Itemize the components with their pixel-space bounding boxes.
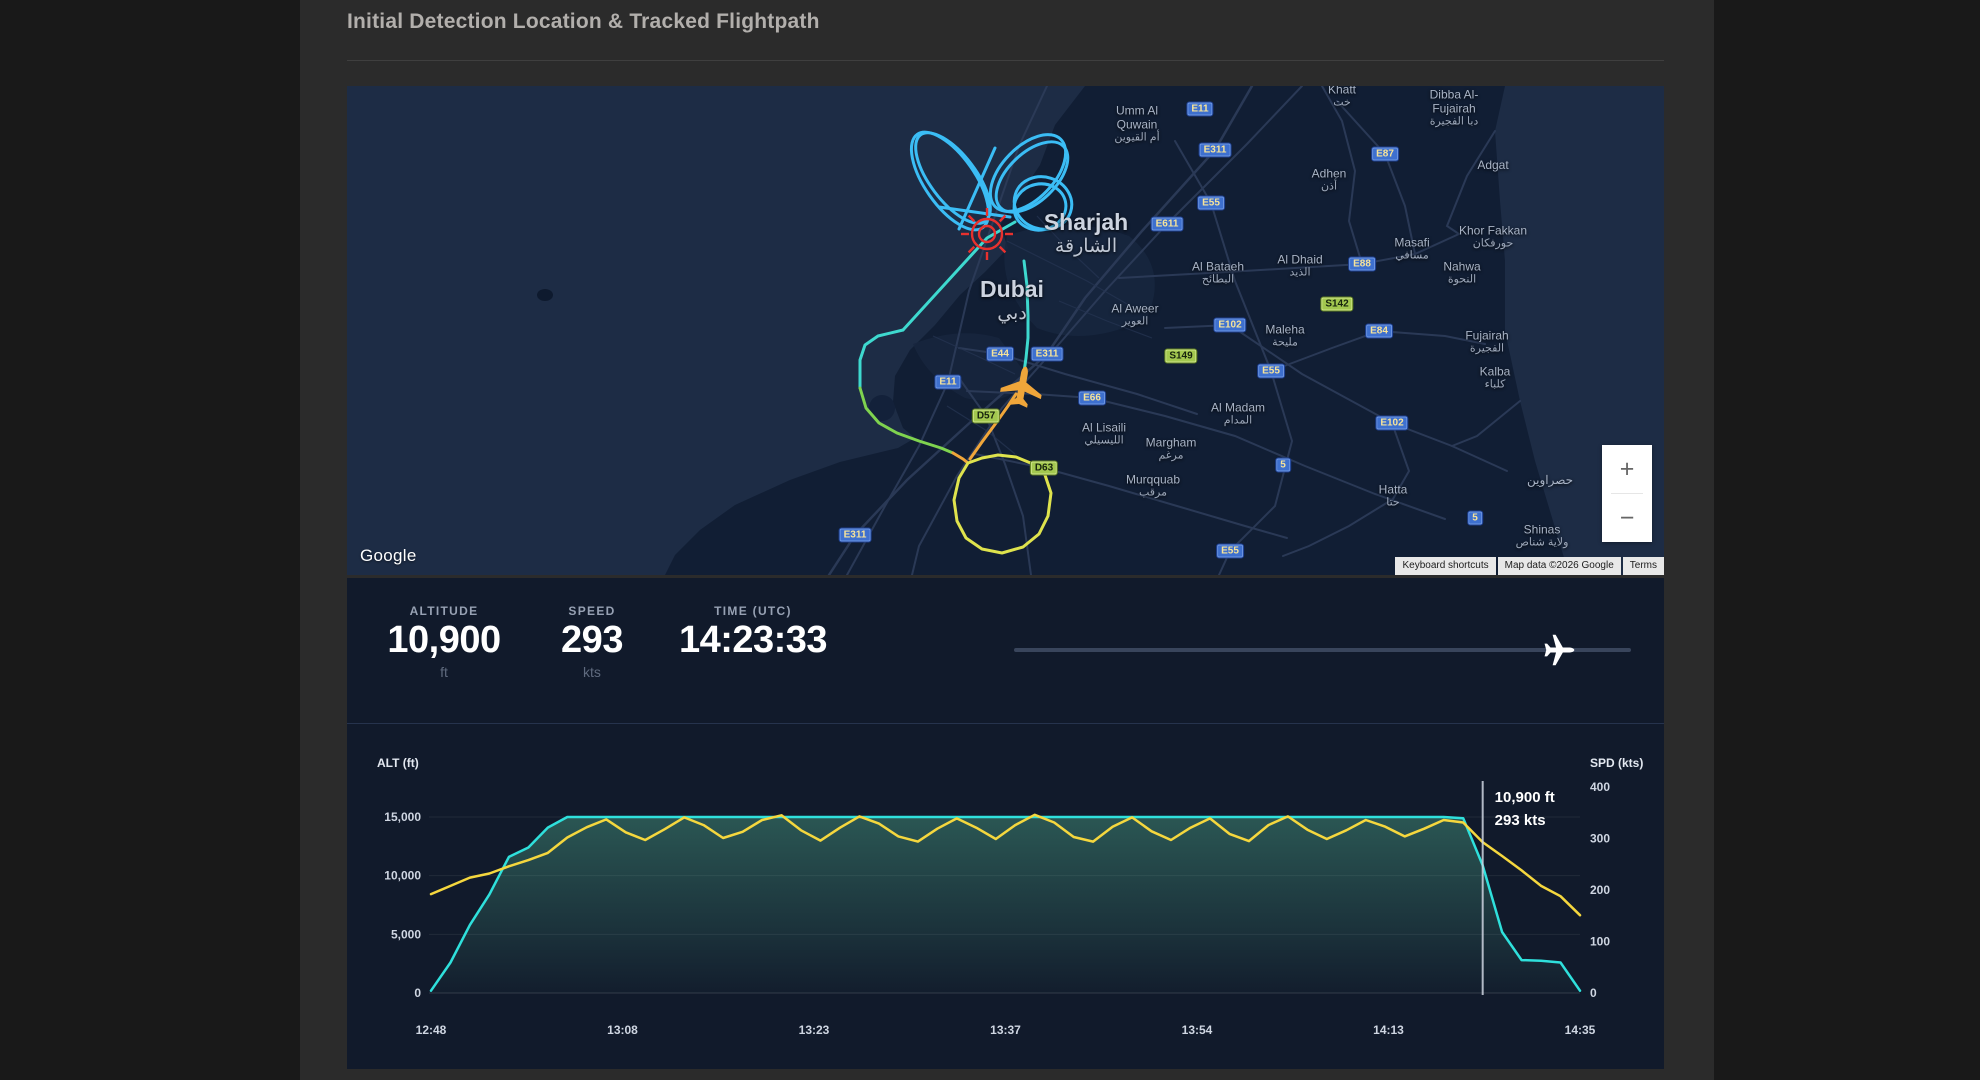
spd-tick-label: 300: [1590, 832, 1610, 846]
map-attribution: Keyboard shortcuts Map data ©2026 Google…: [1395, 557, 1664, 575]
time-tick-label: 13:08: [607, 1023, 638, 1037]
alt-tick-label: 15,000: [384, 810, 421, 824]
holding-loop: [994, 140, 1070, 214]
speed-stat: SPEED 293 kts: [561, 604, 623, 680]
altitude-value: 10,900: [387, 619, 501, 661]
trail-segment: [957, 146, 997, 231]
title-divider: [347, 60, 1664, 61]
time-tick-label: 14:35: [1565, 1023, 1596, 1037]
trail-segment: [1021, 259, 1030, 381]
altitude-area-fill: [431, 817, 1580, 993]
tooltip-altitude: 10,900 ft: [1494, 789, 1555, 806]
google-logo[interactable]: Google: [360, 546, 417, 565]
chart-tooltip: 10,900 ft 293 kts: [1495, 786, 1555, 833]
alt-tick-label: 5,000: [391, 927, 421, 941]
alt-tick-label: 0: [414, 986, 421, 1000]
map-data-notice: Map data ©2026 Google: [1497, 557, 1621, 575]
island: [537, 289, 553, 301]
altitude-speed-chart[interactable]: 0 5,000 10,000 15,000 0 100 200 300 400 12:48 13:0…: [347, 723, 1664, 1069]
holding-loop: [1012, 175, 1074, 231]
map-markers: [961, 208, 1046, 410]
altitude-line: [429, 815, 1582, 992]
minor-roads: [932, 215, 1153, 455]
zoom-out-button[interactable]: −: [1602, 494, 1652, 542]
holding-loop: [1012, 182, 1068, 232]
altitude-unit: ft: [440, 663, 448, 680]
detection-crosshair-icon: [961, 208, 1013, 260]
altitude-stat: ALTITUDE 10,900 ft: [387, 604, 501, 680]
trail-segment: [951, 451, 970, 465]
trail-segment: [937, 205, 1012, 219]
map-zoom-control: + −: [1602, 445, 1652, 542]
time-tick-label: 14:13: [1373, 1023, 1404, 1037]
time-tick-label: 12:48: [416, 1023, 447, 1037]
speed-line: [429, 813, 1582, 917]
speed-label: SPEED: [568, 604, 616, 618]
tooltip-speed: 293 kts: [1494, 812, 1546, 830]
playback-slider[interactable]: [1014, 632, 1631, 668]
zoom-control-divider: [1611, 493, 1643, 494]
telemetry-panel: ALTITUDE 10,900 ft SPEED 293 kts TIME (U…: [347, 578, 1664, 723]
time-tick-label: 13:54: [1182, 1023, 1213, 1037]
palm-island: [869, 395, 895, 421]
flightpath-map[interactable]: Khatt خت Dibba Al-Fujairah دبا الفجيرة Umm A…: [347, 86, 1664, 575]
alt-tick-label: 10,000: [384, 869, 421, 883]
slider-plane-icon[interactable]: [1542, 633, 1576, 672]
page-title: Initial Detection Location & Tracked Fli…: [347, 10, 820, 33]
zoom-in-button[interactable]: +: [1602, 445, 1652, 493]
spd-tick-label: 200: [1590, 883, 1610, 897]
chart-canvas: 0 5,000 10,000 15,000 0 100 200 300 400 12:48 13:0…: [384, 780, 1610, 1037]
time-value: 14:23:33: [678, 619, 828, 661]
alt-axis-title: ALT (ft): [377, 756, 419, 770]
trail-segment: [858, 386, 955, 455]
spd-tick-label: 0: [1590, 986, 1597, 1000]
slider-track[interactable]: [1014, 648, 1631, 652]
time-label: TIME (UTC): [714, 604, 792, 618]
holding-loop: [988, 133, 1068, 213]
spd-axis-title: SPD (kts): [1590, 756, 1644, 770]
sharjah-urban-area: [1004, 225, 1155, 336]
content-panel: Initial Detection Location & Tracked Fli…: [300, 0, 1714, 1080]
spd-tick-label: 100: [1590, 935, 1610, 949]
holding-loop: [914, 131, 992, 225]
spd-tick-label: 400: [1590, 780, 1610, 794]
altitude-label: ALTITUDE: [409, 604, 479, 618]
time-tick-label: 13:37: [990, 1023, 1021, 1037]
time-tick-label: 13:23: [799, 1023, 830, 1037]
terms-link[interactable]: Terms: [1622, 557, 1664, 575]
speed-value: 293: [561, 619, 623, 661]
speed-unit: kts: [583, 663, 601, 680]
time-stat: TIME (UTC) 14:23:33: [678, 604, 828, 661]
trail-segment: [858, 328, 905, 390]
trail-segment: [952, 453, 1053, 555]
keyboard-shortcuts-button[interactable]: Keyboard shortcuts: [1395, 557, 1496, 575]
map-canvas: [347, 86, 1664, 575]
